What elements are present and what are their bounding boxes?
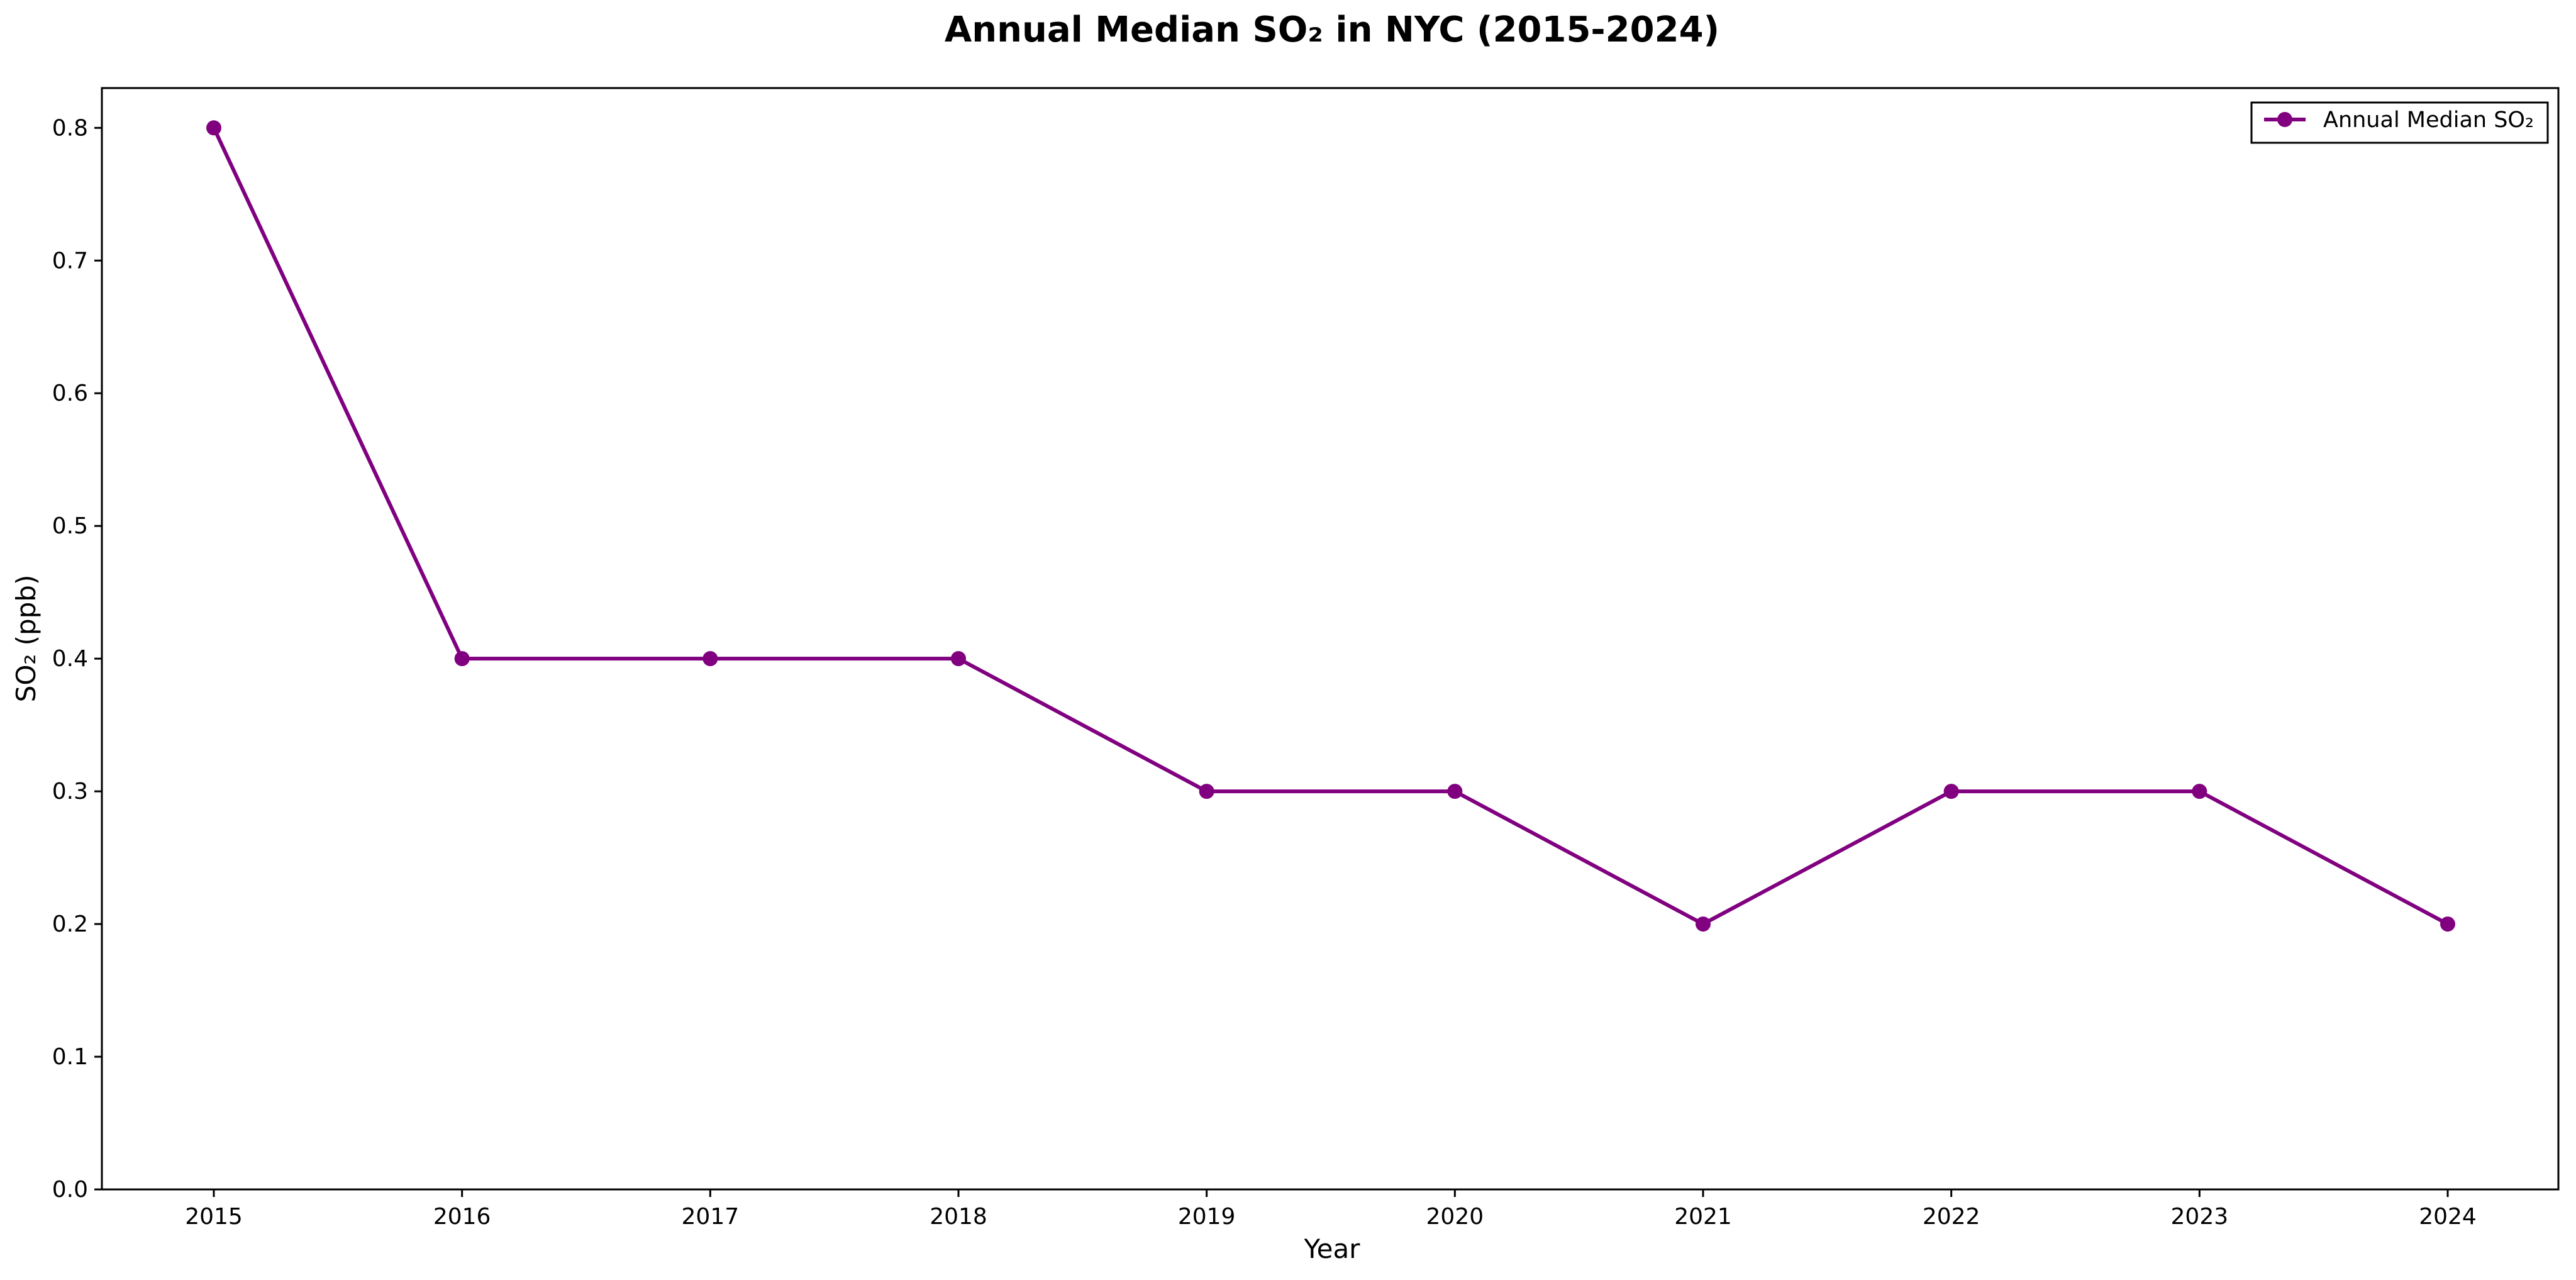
data-point xyxy=(702,651,718,667)
data-point xyxy=(1199,784,1214,799)
data-point xyxy=(2440,916,2455,932)
x-tick-label: 2020 xyxy=(1426,1204,1484,1230)
legend: Annual Median SO₂ xyxy=(2250,101,2549,144)
y-tick-label: 0.0 xyxy=(52,1177,88,1203)
x-axis-label: Year xyxy=(1304,1233,1361,1264)
data-point xyxy=(206,120,221,136)
x-tick-label: 2023 xyxy=(2171,1204,2229,1230)
x-tick-label: 2022 xyxy=(1923,1204,1980,1230)
y-tick-label: 0.6 xyxy=(52,381,88,406)
y-axis-label: SO₂ (ppb) xyxy=(11,575,42,703)
y-tick-label: 0.2 xyxy=(52,911,88,937)
data-point xyxy=(1943,784,1959,799)
y-tick-label: 0.3 xyxy=(52,779,88,804)
data-point xyxy=(2192,784,2207,799)
legend-entry-label: Annual Median SO₂ xyxy=(2323,108,2534,133)
y-tick-label: 0.8 xyxy=(52,115,88,141)
plot-area-frame xyxy=(101,87,2560,1191)
y-tick-label: 0.1 xyxy=(52,1044,88,1070)
chart-title: Annual Median SO₂ in NYC (2015-2024) xyxy=(945,9,1719,50)
x-tick-label: 2015 xyxy=(185,1204,243,1230)
x-tick-label: 2024 xyxy=(2419,1204,2477,1230)
axis-ticks: 2015 2016 2017 2018 2019 2020 2021 2022 2023 2024… xyxy=(52,115,2477,1230)
series-layer xyxy=(206,120,2455,932)
x-tick-label: 2018 xyxy=(930,1204,987,1230)
legend-marker xyxy=(2277,112,2292,127)
x-tick-label: 2016 xyxy=(433,1204,491,1230)
data-point xyxy=(454,651,470,667)
data-point xyxy=(1696,916,1711,932)
x-tick-label: 2019 xyxy=(1178,1204,1236,1230)
y-tick-label: 0.4 xyxy=(52,646,88,672)
data-point xyxy=(1447,784,1463,799)
y-tick-label: 0.5 xyxy=(52,513,88,539)
legend-box xyxy=(2250,101,2549,144)
y-tick-label: 0.7 xyxy=(52,248,88,274)
x-tick-label: 2017 xyxy=(682,1204,740,1230)
data-point xyxy=(951,651,966,667)
x-tick-label: 2021 xyxy=(1674,1204,1732,1230)
series-line xyxy=(212,127,2449,927)
